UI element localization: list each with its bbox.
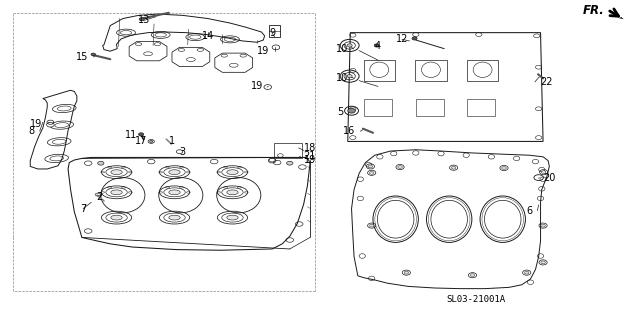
Text: 10: 10 — [336, 44, 348, 54]
Text: 6: 6 — [526, 205, 532, 216]
Text: 7: 7 — [80, 204, 86, 214]
Ellipse shape — [169, 190, 180, 195]
Bar — [416, 99, 444, 116]
Ellipse shape — [139, 18, 144, 21]
Bar — [364, 60, 395, 81]
Ellipse shape — [369, 224, 374, 227]
Ellipse shape — [150, 140, 152, 142]
Ellipse shape — [501, 166, 507, 170]
Text: 19: 19 — [30, 119, 42, 129]
Text: 19: 19 — [258, 46, 270, 56]
Bar — [269, 25, 280, 37]
Ellipse shape — [404, 271, 408, 274]
Ellipse shape — [541, 224, 545, 227]
Ellipse shape — [111, 170, 122, 175]
Text: 19: 19 — [251, 81, 263, 92]
Text: 19: 19 — [304, 155, 316, 165]
Ellipse shape — [139, 133, 144, 136]
Text: SL03-21001A: SL03-21001A — [447, 295, 506, 304]
Text: 13: 13 — [137, 15, 150, 26]
Ellipse shape — [369, 171, 374, 174]
Polygon shape — [619, 17, 624, 19]
Text: 4: 4 — [375, 41, 381, 52]
Ellipse shape — [374, 44, 379, 47]
Ellipse shape — [347, 44, 352, 47]
Ellipse shape — [169, 215, 180, 220]
Text: 22: 22 — [540, 77, 553, 87]
Ellipse shape — [47, 123, 54, 127]
Ellipse shape — [398, 166, 402, 168]
Ellipse shape — [98, 161, 104, 165]
Text: 11: 11 — [125, 130, 137, 140]
Text: 15: 15 — [76, 52, 88, 62]
Text: 18: 18 — [304, 143, 316, 153]
Text: 20: 20 — [544, 173, 556, 183]
Text: 1: 1 — [169, 136, 175, 146]
Bar — [467, 60, 498, 81]
Ellipse shape — [227, 215, 238, 220]
Ellipse shape — [541, 171, 546, 173]
Text: 21: 21 — [304, 150, 316, 161]
Ellipse shape — [347, 75, 352, 78]
Text: 12: 12 — [396, 34, 408, 44]
Text: 16: 16 — [343, 126, 355, 136]
Ellipse shape — [227, 170, 238, 175]
Bar — [364, 99, 392, 116]
Ellipse shape — [470, 274, 475, 276]
Ellipse shape — [111, 190, 122, 195]
Ellipse shape — [169, 170, 180, 175]
Text: 2: 2 — [96, 192, 103, 203]
Ellipse shape — [287, 161, 293, 165]
Text: FR.: FR. — [583, 4, 605, 17]
Text: 10: 10 — [336, 73, 348, 83]
Text: 14: 14 — [202, 31, 214, 41]
Text: 17: 17 — [135, 136, 147, 147]
Bar — [274, 143, 302, 158]
Text: 3: 3 — [179, 147, 185, 157]
Ellipse shape — [227, 190, 238, 195]
Ellipse shape — [111, 215, 122, 220]
Ellipse shape — [451, 166, 455, 169]
Ellipse shape — [368, 165, 373, 168]
Ellipse shape — [348, 108, 355, 113]
Text: 8: 8 — [28, 126, 35, 136]
Ellipse shape — [541, 261, 545, 264]
Ellipse shape — [412, 37, 417, 40]
Ellipse shape — [524, 271, 529, 274]
Bar — [415, 60, 447, 81]
Text: 9: 9 — [269, 28, 275, 38]
Text: 5: 5 — [337, 107, 343, 117]
Ellipse shape — [91, 53, 96, 56]
Bar — [467, 99, 495, 116]
